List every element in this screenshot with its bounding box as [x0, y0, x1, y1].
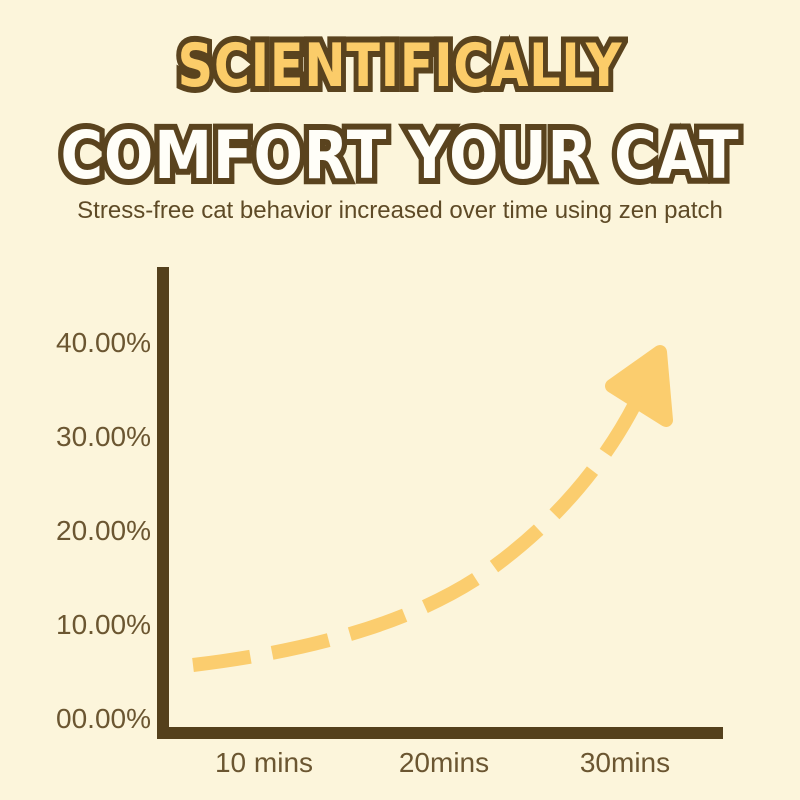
title-line-1: SCIENTIFICALLY — [72, 31, 728, 101]
y-tick-label-10: 10.00% — [56, 609, 151, 640]
y-tick-label-40: 40.00% — [56, 327, 151, 358]
x-tick-label-10mins: 10 mins — [214, 747, 314, 778]
y-tick-label-20: 20.00% — [56, 515, 151, 546]
title-line-2: COMFORT YOUR CAT — [48, 118, 752, 195]
y-axis-line — [157, 267, 169, 738]
chart-subtitle: Stress-free cat behavior increased over … — [77, 197, 723, 224]
x-axis-line — [157, 727, 723, 739]
arrow-head-icon — [605, 345, 673, 427]
y-tick-label-00: 00.00% — [56, 703, 151, 734]
y-tick-label-30: 30.00% — [56, 421, 151, 452]
trend-line — [192, 388, 648, 672]
x-tick-label-30mins: 30mins — [579, 747, 671, 778]
x-tick-label-20mins: 20mins — [398, 747, 490, 778]
